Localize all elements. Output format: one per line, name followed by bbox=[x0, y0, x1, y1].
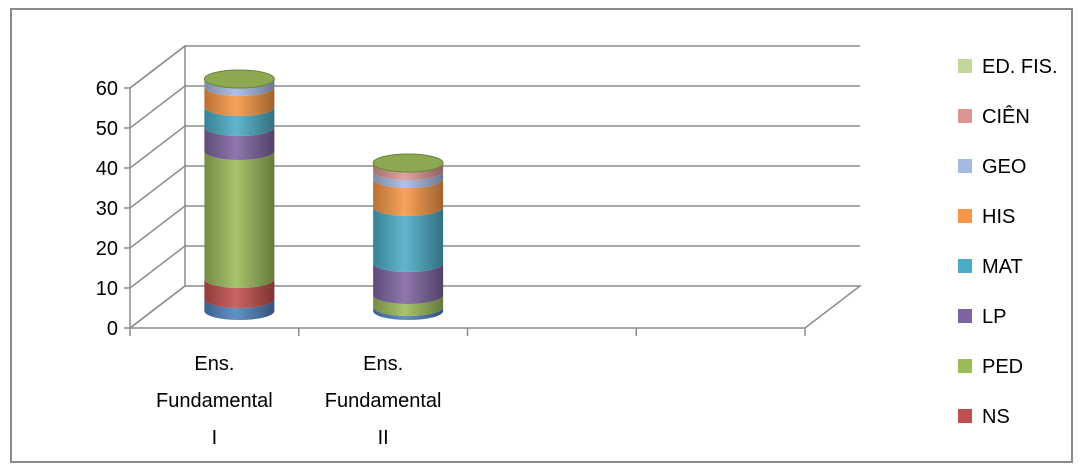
gridline bbox=[129, 205, 860, 249]
bar-segment-base bbox=[373, 307, 444, 320]
category-label: Ens. bbox=[363, 353, 403, 375]
gridline bbox=[129, 45, 860, 89]
legend-swatch bbox=[958, 159, 972, 173]
cylinder-top bbox=[203, 69, 275, 89]
gridline bbox=[129, 85, 860, 129]
floor bbox=[129, 285, 863, 329]
bar-segment-his bbox=[204, 87, 275, 116]
y-tick-label: 60 bbox=[96, 78, 118, 100]
bars bbox=[203, 69, 444, 320]
bar-segment-mat bbox=[373, 207, 444, 272]
bar-segment-his bbox=[373, 179, 444, 216]
category-label: Fundamental bbox=[156, 390, 273, 412]
legend-label: MAT bbox=[982, 256, 1023, 278]
legend-label: CIÊN bbox=[982, 105, 1030, 128]
y-tick-label: 20 bbox=[96, 238, 118, 260]
bar-segment-lp bbox=[204, 127, 275, 160]
bar-segment-geo bbox=[373, 171, 444, 188]
y-tick-label: 10 bbox=[96, 278, 118, 300]
y-tick-label: 0 bbox=[107, 318, 118, 340]
bar-segment-ns bbox=[204, 279, 275, 308]
bar-segment-geo bbox=[204, 79, 275, 96]
bar-segment-base bbox=[204, 299, 275, 320]
category-label: Fundamental bbox=[325, 390, 442, 412]
legend-label: HIS bbox=[982, 206, 1015, 228]
legend-swatch bbox=[958, 59, 972, 73]
gridline bbox=[129, 165, 860, 209]
legend-swatch bbox=[958, 109, 972, 123]
cylinder-top bbox=[372, 153, 444, 173]
y-tick-label: 40 bbox=[96, 158, 118, 180]
gridline bbox=[129, 125, 860, 169]
gridline bbox=[129, 245, 860, 289]
y-tick-label: 30 bbox=[96, 198, 118, 220]
chart-frame bbox=[10, 8, 1073, 463]
legend-label: GEO bbox=[982, 156, 1026, 178]
bar-segment-ped bbox=[204, 151, 275, 288]
legend-swatch bbox=[958, 409, 972, 423]
bar-segment-ci-n bbox=[373, 163, 444, 180]
legend-swatch bbox=[958, 259, 972, 273]
legend-label: LP bbox=[982, 306, 1006, 328]
y-tick-label: 50 bbox=[96, 118, 118, 140]
legend-swatch bbox=[958, 359, 972, 373]
legend-label: NS bbox=[982, 406, 1010, 428]
bar-segment-lp bbox=[373, 263, 444, 304]
x-axis: Ens. Fundamental I Ens. Fundamental II bbox=[129, 327, 806, 449]
cylinder bbox=[203, 69, 275, 320]
category-label: Ens. bbox=[194, 353, 234, 375]
legend-label: PED bbox=[982, 356, 1023, 378]
legend-swatch bbox=[958, 209, 972, 223]
cylinder bbox=[372, 153, 444, 320]
gridlines bbox=[129, 45, 860, 289]
category-label: I bbox=[212, 427, 218, 449]
legend-swatch bbox=[958, 309, 972, 323]
legend-label: ED. FIS. bbox=[982, 56, 1058, 78]
bar-segment-mat bbox=[204, 107, 275, 136]
category-label: II bbox=[378, 427, 389, 449]
y-axis: 0 10 20 30 40 50 60 bbox=[96, 78, 131, 340]
legend: ED. FIS. CIÊN GEO HIS MAT LP PED NS bbox=[958, 56, 1058, 428]
bar-segment-ped bbox=[373, 295, 444, 316]
